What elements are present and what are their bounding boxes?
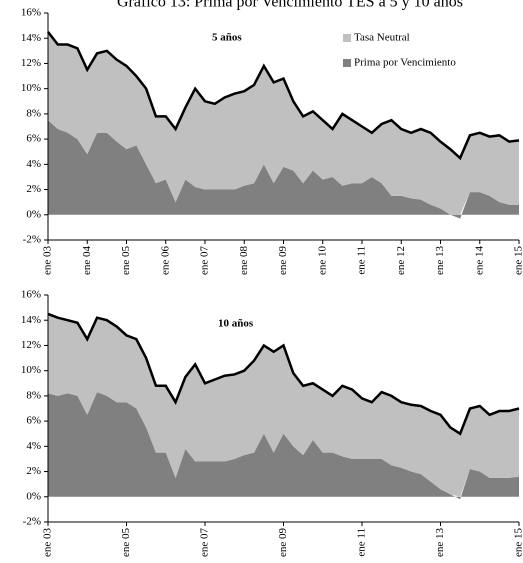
y-tick-label: 8% (26, 107, 41, 119)
y-tick-label: -2% (23, 234, 41, 246)
y-tick-label: 10% (21, 82, 41, 94)
x-tick-label: ene 09 (277, 528, 289, 558)
x-tick-label: ene 11 (356, 246, 368, 275)
x-tick-label: ene 03 (42, 528, 54, 558)
y-tick-label: 6% (26, 133, 41, 145)
y-tick-label: 16% (21, 7, 41, 19)
legend-label: Tasa Neutral (354, 32, 410, 44)
y-tick-label: 14% (21, 32, 41, 44)
legend-label: Prima por Vencimiento (354, 57, 456, 69)
y-tick-label: 14% (21, 314, 41, 326)
x-tick-label: ene 10 (316, 246, 328, 276)
y-tick-label: 16% (21, 289, 41, 301)
x-tick-label: ene 11 (356, 528, 368, 557)
x-tick-label: ene 07 (199, 528, 211, 558)
x-tick-label: ene 08 (238, 246, 250, 276)
y-tick-label: 6% (26, 415, 41, 427)
x-tick-label: ene 15 (513, 246, 523, 276)
y-tick-label: 2% (26, 465, 41, 477)
x-tick-label: ene 09 (277, 246, 289, 276)
legend-swatch (343, 59, 351, 67)
chart-title: Gráfico 13: Prima por Vencimiento TES a … (117, 0, 463, 11)
x-tick-label: ene 05 (120, 246, 132, 276)
x-tick-label: ene 04 (81, 246, 93, 276)
x-tick-label: ene 13 (434, 246, 446, 276)
x-tick-label: ene 05 (120, 528, 132, 558)
x-tick-label: ene 12 (395, 246, 407, 275)
annotation: 10 años (218, 318, 254, 330)
y-tick-label: 4% (26, 158, 41, 170)
y-tick-label: 12% (21, 339, 41, 351)
x-tick-label: ene 03 (42, 246, 54, 276)
y-tick-label: 2% (26, 183, 41, 195)
x-tick-label: ene 13 (434, 528, 446, 558)
y-tick-label: -2% (23, 516, 41, 528)
annotation: 5 años (212, 32, 242, 44)
x-tick-label: ene 15 (513, 528, 523, 558)
y-tick-label: 0% (26, 208, 41, 220)
area-neutral (48, 313, 519, 497)
area-prima (48, 120, 519, 219)
area-prima (48, 392, 519, 500)
total-line (47, 312, 520, 436)
y-tick-label: 8% (26, 389, 41, 401)
x-tick-label: ene 06 (159, 246, 171, 276)
y-tick-label: 12% (21, 57, 41, 69)
area-neutral (48, 31, 519, 215)
x-tick-label: ene 07 (199, 246, 211, 276)
legend-swatch (343, 34, 351, 42)
y-tick-label: 4% (26, 440, 41, 452)
y-tick-label: 10% (21, 364, 41, 376)
total-line (47, 31, 520, 161)
y-tick-label: 0% (26, 490, 41, 502)
x-tick-label: ene 14 (473, 246, 485, 276)
